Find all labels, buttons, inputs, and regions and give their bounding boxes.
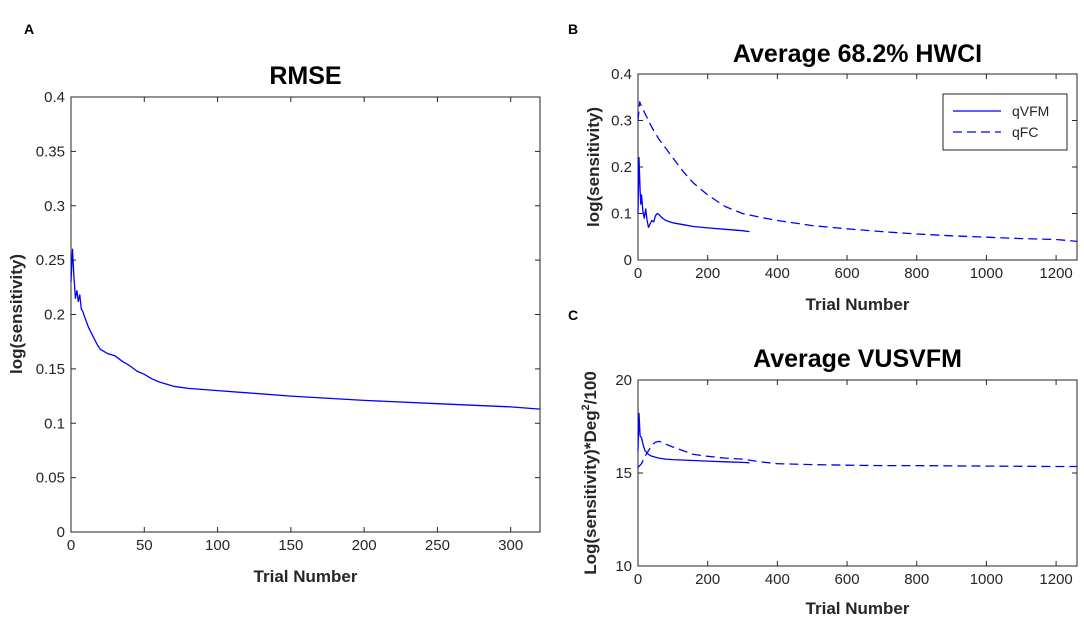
series-line-qfc-b	[637, 101, 1078, 243]
series-line-qfc-c	[637, 440, 1077, 468]
y-tick-label-a: 0	[57, 524, 65, 541]
y-axis-label-c-sup: 2	[580, 404, 592, 410]
panel-label-c: C	[568, 307, 578, 323]
y-tick-label-b: 0.4	[611, 66, 632, 83]
series-line-qvfm-b	[637, 157, 750, 233]
y-axis-label-c: Log(sensitivity)*Deg2/100	[580, 371, 600, 575]
panel-label-b: B	[568, 21, 578, 37]
chart-title-b: Average 68.2% HWCI	[733, 40, 982, 68]
chart-title-a: RMSE	[269, 62, 341, 90]
x-tick-label-c: 400	[765, 571, 790, 588]
y-tick-label-b: 0.2	[611, 159, 632, 176]
x-axis-label-c: Trial Number	[806, 599, 910, 618]
y-tick-label-a: 0.15	[36, 361, 65, 378]
x-tick-label-a: 250	[425, 537, 450, 554]
x-tick-label-b: 400	[765, 265, 790, 282]
plot-area-a	[70, 96, 541, 533]
legend-label-qvfm: qVFM	[1012, 103, 1049, 119]
chart-title-c: Average VUSVFM	[753, 345, 962, 373]
y-tick-label-a: 0.1	[44, 415, 65, 432]
x-tick-label-a: 100	[205, 537, 230, 554]
x-tick-label-b: 800	[904, 265, 929, 282]
y-tick-label-a: 0.35	[36, 143, 65, 160]
x-tick-label-b: 0	[634, 265, 642, 282]
chart-hwci: Average 68.2% HWCI Trial Number log(sens…	[584, 40, 1078, 314]
series-line-rmse-a	[70, 248, 541, 410]
x-tick-label-c: 600	[835, 571, 860, 588]
x-tick-label-c: 1000	[970, 571, 1003, 588]
y-axis-label-c-main: Log(sensitivity)*Deg	[581, 410, 600, 574]
y-tick-label-b: 0	[624, 252, 632, 269]
x-tick-label-a: 200	[352, 537, 377, 554]
x-tick-label-b: 200	[695, 265, 720, 282]
legend-label-qfc: qFC	[1012, 124, 1038, 140]
plot-area-c	[637, 379, 1078, 567]
y-tick-label-c: 15	[615, 465, 632, 482]
y-axis-label-a: log(sensitivity)	[7, 254, 26, 374]
legend: qVFM qFC	[942, 93, 1068, 151]
x-tick-label-a: 50	[136, 537, 153, 554]
chart-vusvfm: Average VUSVFM Trial Number Log(sensitiv…	[580, 345, 1078, 618]
x-axis-label-b: Trial Number	[806, 295, 910, 314]
y-tick-label-a: 0.2	[44, 307, 65, 324]
y-axis-label-c-end: /100	[581, 371, 600, 404]
x-tick-label-c: 200	[695, 571, 720, 588]
y-tick-label-a: 0.25	[36, 252, 65, 269]
y-axis-label-b: log(sensitivity)	[584, 107, 603, 227]
chart-rmse: RMSE Trial Number log(sensitivity) 0 50 10…	[7, 62, 541, 586]
y-tick-label-c: 10	[615, 558, 632, 575]
y-tick-label-a: 0.05	[36, 470, 65, 487]
x-tick-label-b: 600	[835, 265, 860, 282]
x-tick-label-c: 1200	[1039, 571, 1072, 588]
y-tick-label-b: 0.3	[611, 113, 632, 130]
x-tick-label-a: 300	[498, 537, 523, 554]
y-tick-label-b: 0.1	[611, 206, 632, 223]
series-line-qvfm-c	[637, 412, 750, 464]
y-tick-label-a: 0.4	[44, 89, 65, 106]
x-tick-label-c: 0	[634, 571, 642, 588]
y-tick-label-a: 0.3	[44, 198, 65, 215]
x-axis-label-a: Trial Number	[254, 567, 358, 586]
x-tick-label-a: 0	[67, 537, 75, 554]
x-tick-label-c: 800	[904, 571, 929, 588]
panel-label-a: A	[24, 21, 34, 37]
x-tick-label-b: 1000	[970, 265, 1003, 282]
legend-box	[942, 93, 1068, 151]
x-tick-label-a: 150	[278, 537, 303, 554]
x-tick-label-b: 1200	[1039, 265, 1072, 282]
y-tick-label-c: 20	[615, 372, 632, 389]
